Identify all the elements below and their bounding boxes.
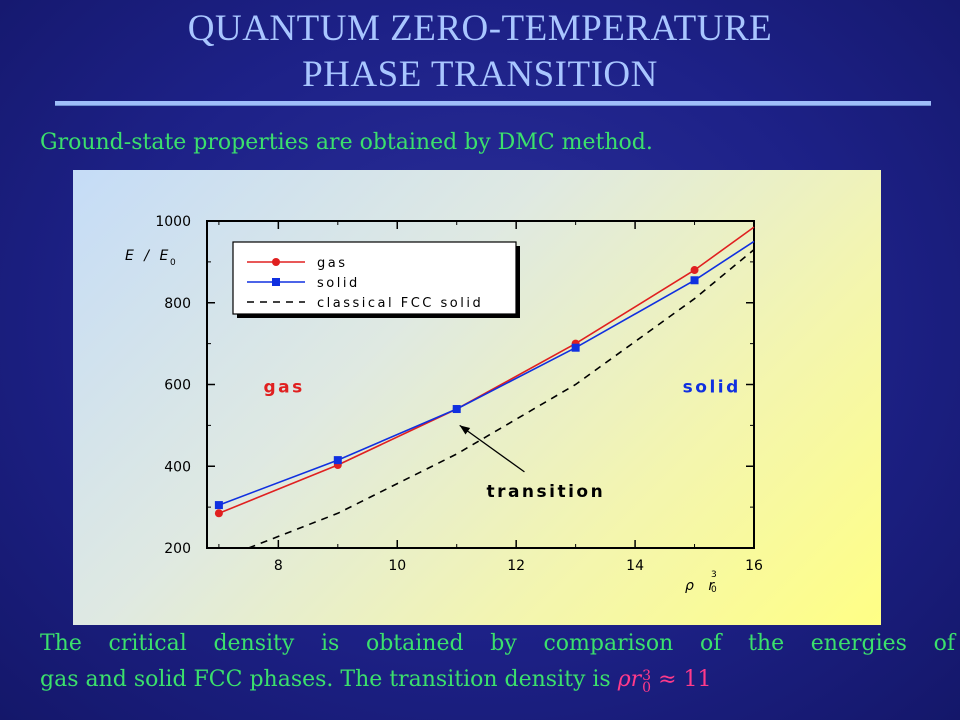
transition-arrowhead	[459, 425, 471, 435]
annotation-solid: solid	[683, 378, 741, 398]
series-line-gas	[218, 226, 755, 515]
x-axis-label-sub: 0	[711, 585, 717, 595]
x-tick-label: 10	[388, 558, 406, 574]
slide-title: QUANTUM ZERO-TEMPERATURE PHASE TRANSITIO…	[0, 6, 960, 98]
marker-solid	[690, 276, 699, 285]
marker-solid	[214, 501, 223, 510]
y-tick-label: 200	[164, 541, 191, 557]
marker-solid	[571, 343, 580, 352]
caption-line-1: The critical density is obtained by comp…	[40, 631, 955, 656]
x-tick-label: 14	[626, 558, 644, 574]
y-axis-label-sub: 0	[170, 258, 176, 268]
legend-box	[232, 241, 517, 315]
caption-line-2-text: gas and solid FCC phases. The transition…	[40, 667, 611, 692]
series-line-solid	[218, 240, 755, 506]
formula-approx: ≈ 11	[651, 667, 712, 692]
marker-gas	[690, 266, 699, 275]
legend-label-3: classical FCC solid	[317, 296, 483, 311]
legend-label-1: gas	[317, 256, 348, 271]
x-tick-label: 16	[745, 558, 763, 574]
x-tick-label: 12	[507, 558, 525, 574]
series-line-classical-fcc-solid	[248, 248, 755, 549]
formula-rho: ρr	[617, 667, 642, 692]
formula-sub: 0	[642, 680, 652, 696]
annotation-transition: transition	[486, 482, 605, 502]
caption-line-2: gas and solid FCC phases. The transition…	[40, 662, 955, 698]
y-axis-label: E / E	[125, 248, 171, 264]
marker-solid	[333, 456, 342, 465]
formula-sup: 3	[642, 668, 652, 684]
y-tick-label: 800	[164, 296, 191, 312]
title-line-1: QUANTUM ZERO-TEMPERATURE	[187, 8, 773, 49]
y-tick-label: 600	[164, 378, 191, 394]
transition-density-formula: ρr 3 0 ≈ 11	[617, 667, 712, 696]
caption: The critical density is obtained by comp…	[40, 626, 955, 698]
annotation-gas: gas	[263, 378, 304, 398]
x-tick-label: 8	[274, 558, 283, 574]
marker-gas	[214, 509, 223, 518]
legend-marker-2	[272, 278, 280, 286]
marker-solid	[452, 405, 461, 414]
x-axis-label: ρ r	[685, 578, 719, 594]
legend-marker-1	[272, 258, 280, 266]
y-tick-label: 1000	[155, 214, 191, 230]
y-tick-label: 400	[164, 459, 191, 475]
subtitle: Ground-state properties are obtained by …	[40, 130, 653, 155]
transition-arrow	[459, 424, 525, 473]
title-underline	[55, 101, 931, 105]
legend-label-2: solid	[317, 276, 360, 291]
title-line-2: PHASE TRANSITION	[302, 54, 658, 95]
x-axis-label-sup: 3	[711, 570, 717, 580]
